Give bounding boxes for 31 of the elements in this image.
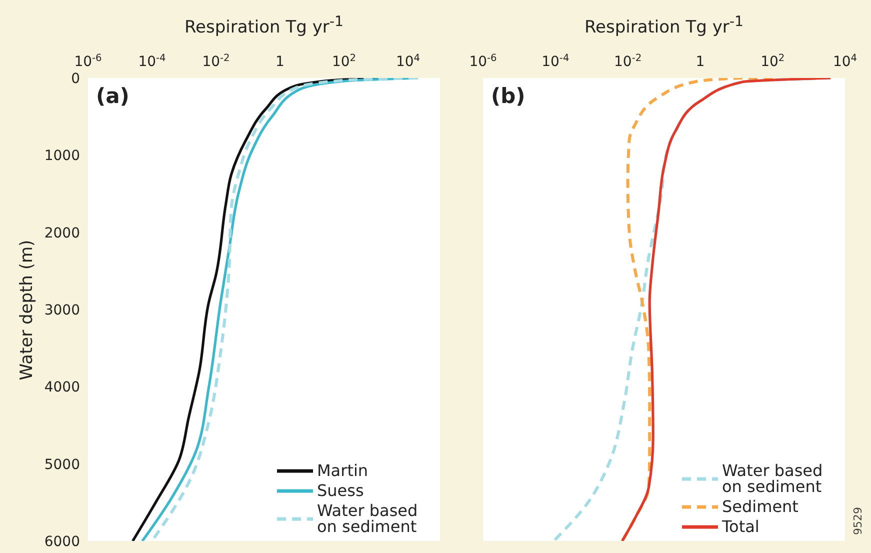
legend-label: Total [722, 517, 760, 536]
y-tick-label: 3000 [44, 302, 80, 318]
y-tick-label: 5000 [44, 456, 80, 473]
chart-title: (b) [491, 84, 526, 108]
y-axis-title: Water depth (m) [17, 239, 37, 380]
chart-title: (a) [96, 84, 130, 108]
x-tick-label: 10$^{-2}$ [202, 52, 230, 70]
x-tick-label: 10$^{4}$ [396, 52, 420, 70]
x-tick-label: 10$^{-6}$ [469, 52, 497, 70]
legend-label: Water based on sediment [722, 461, 824, 496]
legend-label: Sediment [722, 497, 800, 516]
y-tick-label: 1000 [44, 148, 80, 164]
x-tick-label: 10$^{-6}$ [74, 52, 102, 70]
x-tick-label: 10$^{-2}$ [614, 52, 642, 70]
y-tick-label: 2000 [44, 225, 80, 242]
x-tick-label: 1 [276, 54, 284, 70]
legend-label: Suess [317, 481, 365, 500]
y-tick-label: 0 [71, 70, 80, 87]
x-tick-label: 10$^{-4}$ [542, 52, 570, 70]
y-tick-label: 6000 [44, 534, 80, 550]
y-tick-label: 4000 [44, 380, 80, 396]
text: 9529 [852, 507, 864, 535]
x-axis-title: Respiration Tg yr$^{-1}$ [183, 14, 344, 38]
x-tick-label: 10$^{4}$ [832, 52, 858, 70]
x-tick-label: 10$^{-4}$ [138, 52, 166, 70]
x-axis-title: Respiration Tg yr$^{-1}$ [583, 14, 744, 38]
legend-label: Martin [317, 461, 370, 480]
legend-label: Water based on sediment [317, 501, 419, 536]
x-tick-label: 10$^{2}$ [332, 52, 356, 70]
x-tick-label: 10$^{2}$ [760, 52, 785, 70]
x-tick-label: 1 [696, 54, 705, 70]
